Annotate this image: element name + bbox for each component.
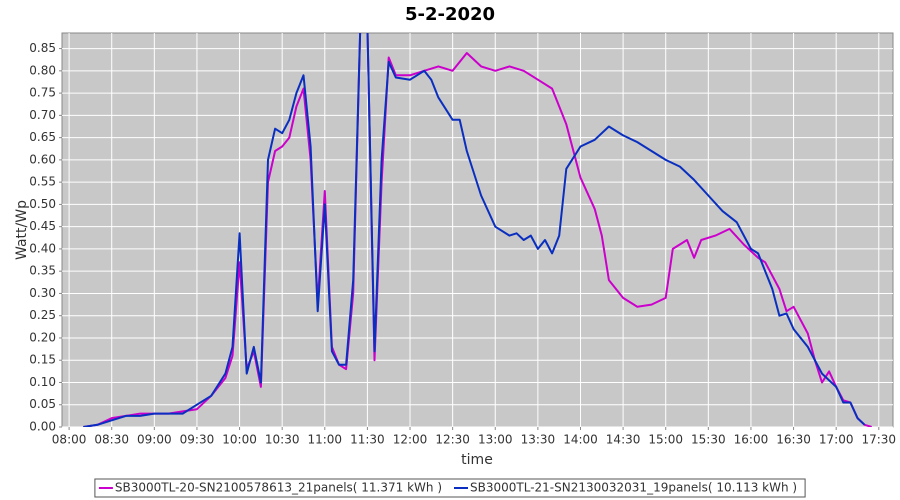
y-tick-label: 0.35: [29, 264, 56, 278]
y-tick-label: 0.30: [29, 286, 56, 300]
x-tick-label: 08:00: [52, 433, 87, 447]
legend: SB3000TL-20-SN2100578613_21panels( 11.37…: [94, 478, 806, 498]
y-tick-label: 0.75: [29, 86, 56, 100]
y-tick-label: 0.15: [29, 353, 56, 367]
y-tick-label: 0.45: [29, 219, 56, 233]
x-tick-label: 09:00: [137, 433, 172, 447]
legend-label: SB3000TL-20-SN2100578613_21panels( 11.37…: [115, 481, 442, 495]
x-tick-label: 10:00: [222, 433, 257, 447]
grid: [62, 33, 893, 428]
chart-title: 5-2-2020: [405, 4, 495, 25]
lines: [83, 33, 872, 427]
y-tick-label: 0.55: [29, 175, 56, 189]
x-tick-label: 09:30: [180, 433, 215, 447]
y-tick-label: 0.00: [29, 420, 56, 434]
series-line: [83, 33, 866, 427]
x-tick-label: 10:30: [265, 433, 300, 447]
plot-area: [61, 32, 894, 428]
x-tick-label: 11:30: [350, 433, 385, 447]
x-tick-label: 15:00: [648, 433, 683, 447]
x-tick-label: 12:30: [435, 433, 470, 447]
x-tick-label: 17:00: [819, 433, 854, 447]
y-tick-label: 0.10: [29, 375, 56, 389]
x-tick-label: 14:00: [563, 433, 598, 447]
y-tick-label: 0.60: [29, 152, 56, 166]
legend-box: [94, 478, 806, 498]
x-tick-label: 14:30: [606, 433, 641, 447]
y-tick-label: 0.50: [29, 197, 56, 211]
y-tick-label: 0.85: [29, 41, 56, 55]
y-tick-label: 0.05: [29, 397, 56, 411]
y-axis-label: Watt/Wp: [14, 200, 30, 260]
x-tick-label: 11:00: [307, 433, 342, 447]
x-tick-label: 16:30: [776, 433, 811, 447]
x-tick-label: 13:00: [478, 433, 513, 447]
y-tick-label: 0.25: [29, 308, 56, 322]
x-axis-label: time: [461, 452, 493, 468]
y-tick-label: 0.20: [29, 330, 56, 344]
x-tick-label: 13:30: [521, 433, 556, 447]
x-tick-label: 08:30: [94, 433, 129, 447]
y-tick-label: 0.80: [29, 63, 56, 77]
legend-label: SB3000TL-21-SN2130032031_19panels( 10.11…: [470, 481, 797, 495]
x-tick-label: 17:30: [861, 433, 896, 447]
x-tick-label: 16:00: [734, 433, 769, 447]
y-tick-label: 0.65: [29, 130, 56, 144]
y-tick-label: 0.40: [29, 241, 56, 255]
x-tick-label: 12:00: [393, 433, 428, 447]
y-tick-label: 0.70: [29, 108, 56, 122]
x-tick-label: 15:30: [691, 433, 726, 447]
